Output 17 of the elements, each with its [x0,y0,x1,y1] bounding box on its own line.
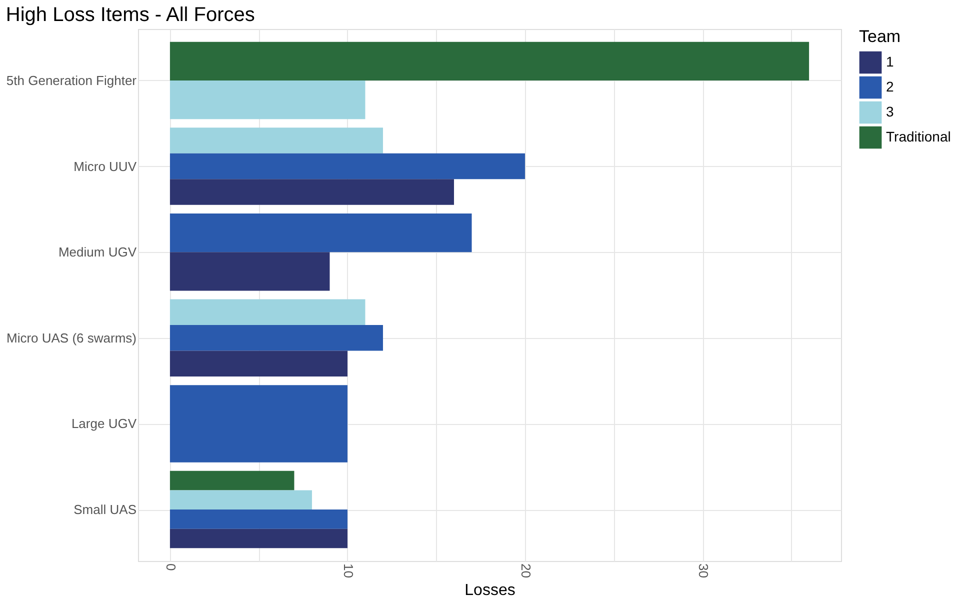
x-tick-label: 30 [696,564,712,578]
legend-title: Team [859,27,901,46]
x-tick-label: 0 [163,564,178,571]
x-tick-label: 20 [518,564,534,578]
chart-title: High Loss Items - All Forces [6,4,255,26]
y-tick-label: Large UGV [71,416,137,432]
y-tick-label: 5th Generation Fighter [6,72,138,88]
legend-label: 1 [886,54,894,70]
legend-label: Traditional [886,128,951,144]
legend-label: 2 [886,78,894,94]
x-tick-label: 10 [340,564,356,578]
y-tick-label: Medium UGV [58,244,137,260]
y-tick-label: Small UAS [74,502,137,518]
y-tick-label: Micro UUV [74,158,137,174]
x-axis-title: Losses [464,582,516,599]
legend-label: 3 [886,104,894,120]
y-tick-label: Micro UAS (6 swarms) [6,330,136,346]
